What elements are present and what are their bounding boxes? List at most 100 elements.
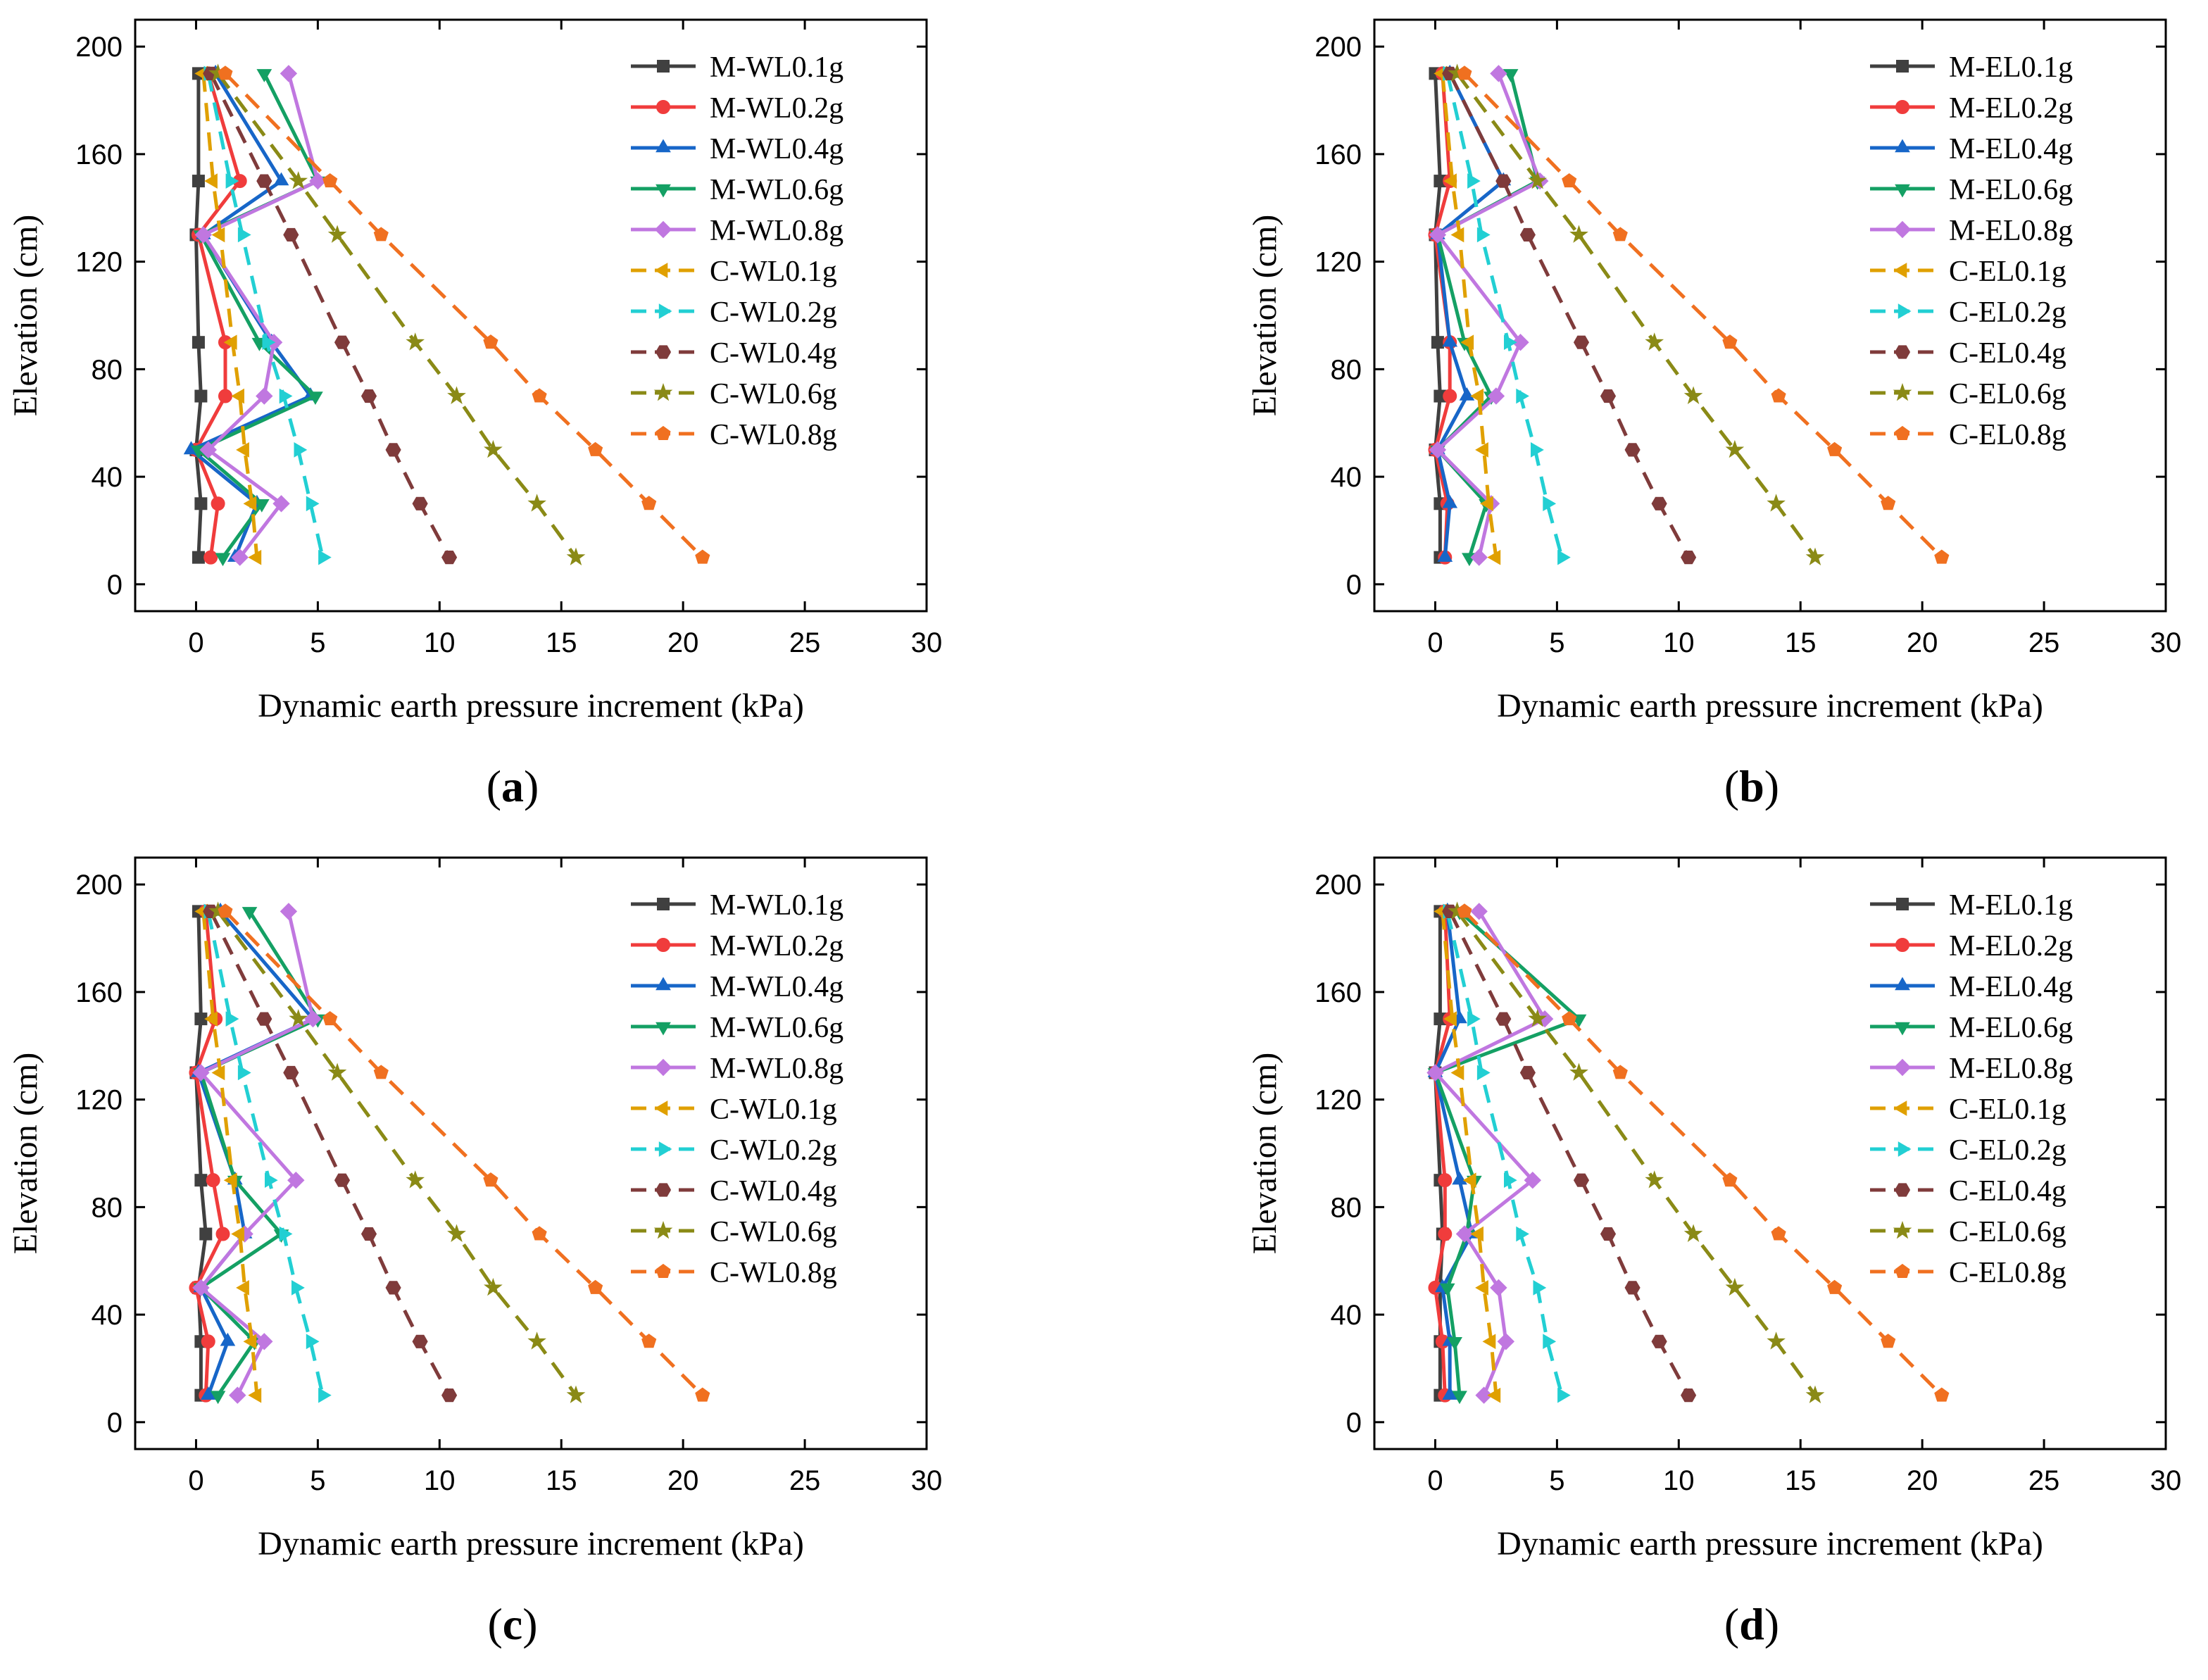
data-point [1457,903,1472,918]
data-point [194,497,208,510]
data-point [1533,1280,1547,1296]
data-point [318,549,332,565]
legend-label: M-WL0.2g [710,930,843,963]
legend-marker [1894,1183,1911,1197]
series-line [1463,72,1943,559]
data-point [1624,1281,1641,1295]
legend-marker [1894,345,1911,359]
data-point [1771,1226,1786,1241]
series-M-EL0.2g [1428,66,1457,565]
data-point [566,547,586,565]
data-point [483,334,498,349]
data-point [1443,1011,1457,1027]
data-point [1437,548,1453,562]
data-point [1767,1331,1786,1350]
data-point [1827,441,1843,456]
plot-frame [134,18,928,613]
data-point [1573,335,1590,349]
data-point [280,65,298,82]
legend-marker [657,60,670,73]
plot-frame [134,856,928,1450]
data-point [588,441,603,456]
data-point [1452,1391,1467,1405]
data-point [192,1064,210,1082]
data-point [231,388,244,404]
data-point [566,1385,586,1403]
legend-label: M-WL0.4g [710,971,843,1003]
y-tick-label: 120 [1315,1085,1362,1116]
series-line [1436,73,1542,558]
x-tick-label: 0 [188,1465,203,1496]
legend-marker [1896,898,1909,910]
data-point [211,1065,225,1081]
series-line [1434,911,1474,1396]
data-point [695,1387,710,1402]
data-point [1470,548,1488,566]
data-point [1516,388,1529,404]
y-tick-label: 40 [92,1300,123,1331]
x-tick-label: 10 [424,1465,456,1496]
legend-marker [1898,1141,1912,1157]
data-point [1450,227,1464,243]
y-tick-label: 120 [75,1085,123,1116]
x-tick-label: 15 [1785,627,1817,658]
data-point [1482,1334,1496,1350]
series-C-EL0.1g [1434,65,1501,565]
legend-marker [656,1022,671,1036]
data-point [218,65,233,80]
legend-label: M-EL0.6g [1949,1012,2073,1044]
data-point [532,1226,547,1241]
data-point [1460,334,1474,350]
series-line [194,911,208,1396]
data-point [199,441,218,459]
data-point [1476,1065,1491,1081]
data-point [327,225,347,243]
legend-label: C-EL0.6g [1949,1216,2066,1248]
legend-marker [1895,425,1910,440]
legend-marker [656,977,671,991]
series-line [1445,910,1564,1396]
legend: M-EL0.1g M-EL0.2g M-EL0.4g M-EL0.6g M-EL0.8g… [1870,51,2073,451]
legend-marker [656,938,670,952]
data-point [1450,1065,1464,1081]
legend-marker [653,1220,673,1239]
data-point [220,1332,236,1346]
legend-label: C-WL0.8g [710,1257,837,1289]
series-C-WL0.8g [218,903,710,1402]
x-tick-label: 20 [667,627,699,658]
series-M-WL0.8g [192,903,322,1404]
legend-label: M-WL0.2g [710,92,843,125]
data-point [192,551,205,564]
series-C-EL0.6g [1448,63,1825,565]
legend-label: M-EL0.4g [1949,133,2073,165]
legend-label: C-EL0.4g [1949,1175,2066,1208]
data-point [1528,171,1548,189]
legend-label: M-WL0.6g [710,174,843,206]
legend-label: M-WL0.1g [710,51,843,84]
data-point [294,442,308,458]
series-line [1434,73,1442,558]
legend-marker [1898,303,1912,319]
data-point [199,1227,213,1241]
series-C-EL0.6g [1448,901,1825,1403]
data-point [1543,1334,1557,1350]
data-point [218,903,233,918]
data-point [280,903,298,920]
data-point [1487,1387,1501,1403]
y-tick-label: 0 [1346,570,1362,601]
legend-label: C-WL0.1g [710,1093,837,1126]
legend: M-WL0.1g M-WL0.2g M-WL0.4g M-WL0.6g M-WL0.8g… [631,51,843,451]
data-point [1612,227,1628,242]
legend-marker [1895,1263,1910,1278]
legend-marker [1893,263,1907,278]
legend-label: C-EL0.1g [1949,1093,2066,1126]
legend: M-EL0.1g M-EL0.2g M-EL0.4g M-EL0.6g M-EL0.8g… [1870,889,2073,1289]
data-point [1516,1226,1529,1242]
data-point [231,1226,244,1242]
data-point [236,1280,249,1296]
data-point [1476,227,1491,243]
data-point [641,1334,657,1348]
legend-label: M-WL0.4g [710,133,843,165]
data-point [218,389,232,403]
data-point [1438,1173,1453,1188]
